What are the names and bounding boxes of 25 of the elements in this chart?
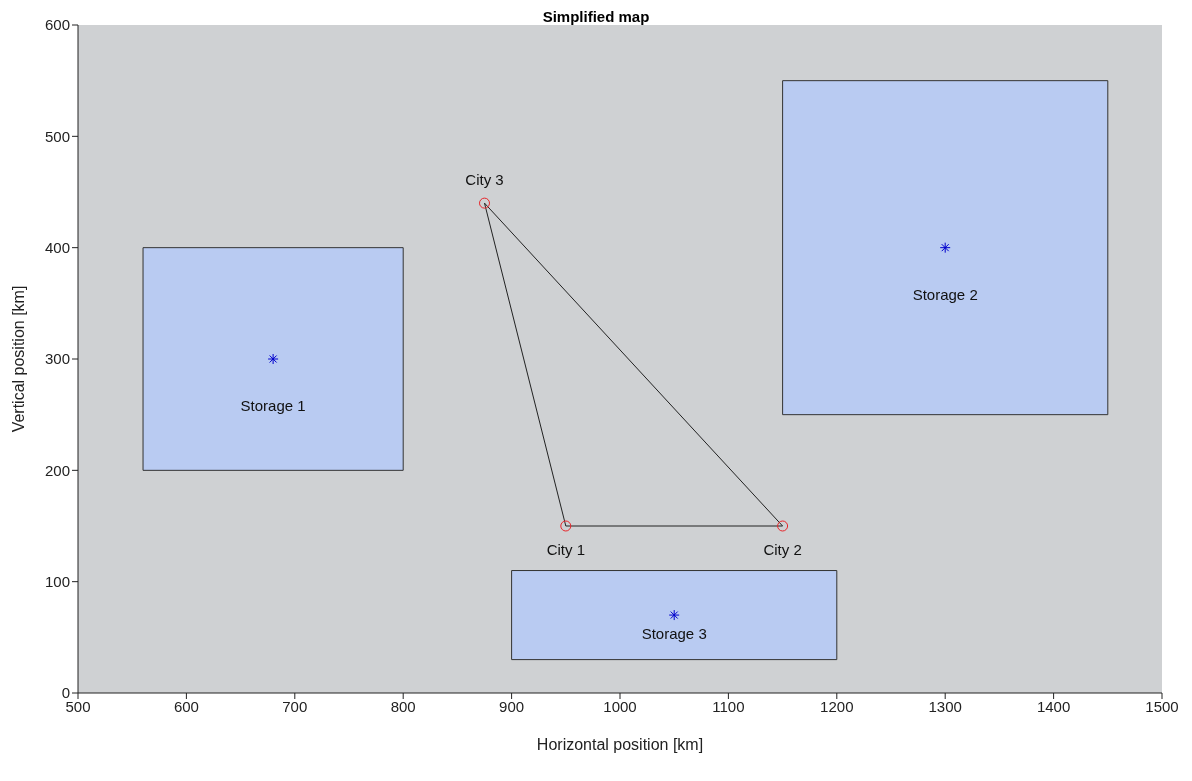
data-label: City 3 [465, 171, 504, 189]
data-label: Storage 2 [912, 285, 978, 303]
y-tick-label: 300 [44, 350, 70, 368]
data-label: Storage 3 [641, 625, 707, 643]
x-tick-label: 600 [173, 697, 199, 715]
y-tick-label: 600 [44, 16, 70, 34]
x-tick-label: 1200 [820, 697, 854, 715]
data-label: City 1 [546, 540, 585, 558]
y-tick-label: 200 [44, 461, 70, 479]
x-tick-label: 900 [499, 697, 525, 715]
y-axis-title: Vertical position [km] [9, 285, 27, 433]
x-tick-label: 1300 [928, 697, 962, 715]
y-tick-label: 400 [44, 238, 70, 256]
data-label: City 2 [763, 540, 802, 558]
x-tick-label: 800 [390, 697, 416, 715]
x-tick-label: 1500 [1145, 697, 1179, 715]
x-tick-label: 1100 [712, 697, 745, 715]
x-axis-title: Horizontal position [km] [536, 736, 704, 754]
x-tick-label: 1000 [603, 697, 637, 715]
x-tick-label: 1400 [1036, 697, 1071, 715]
y-tick-label: 500 [44, 127, 70, 145]
x-tick-label: 700 [282, 697, 308, 715]
chart-title: Simplified map [542, 8, 650, 25]
y-tick-label: 100 [44, 572, 70, 590]
data-label: Storage 1 [240, 396, 306, 414]
